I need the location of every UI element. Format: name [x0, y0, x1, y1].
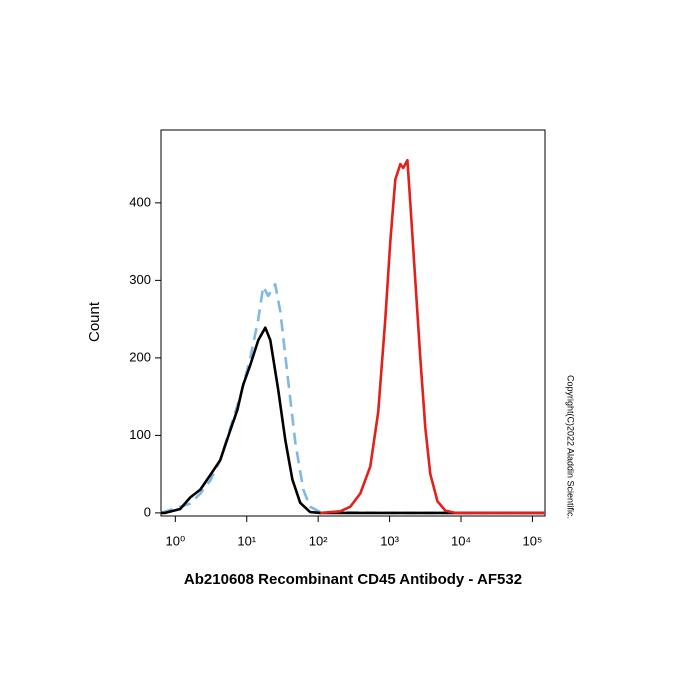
series-line: [320, 158, 545, 515]
plot-frame: [160, 129, 546, 517]
y-tick-label: 100: [129, 427, 151, 442]
x-tick-label: 10²: [309, 533, 328, 548]
series-line: [161, 326, 545, 515]
y-tick-label: 200: [129, 349, 151, 364]
x-tick-label: 10³: [380, 533, 399, 548]
x-tick-label: 10¹: [237, 533, 256, 548]
y-axis-label: Count: [86, 301, 103, 342]
copyright: Copyright(C)2022 Aladdin Scientific.: [566, 375, 576, 519]
series-line: [160, 282, 545, 515]
y-tick-label: 300: [129, 272, 151, 287]
x-tick-label: 10⁴: [451, 533, 471, 548]
y-tick-label: 400: [129, 194, 151, 209]
chart-title: Ab210608 Recombinant CD45 Antibody - AF5…: [184, 571, 522, 588]
y-tick-label: 0: [144, 504, 151, 519]
x-tick-label: 10⁵: [522, 533, 542, 548]
x-tick-label: 10⁰: [165, 533, 185, 548]
